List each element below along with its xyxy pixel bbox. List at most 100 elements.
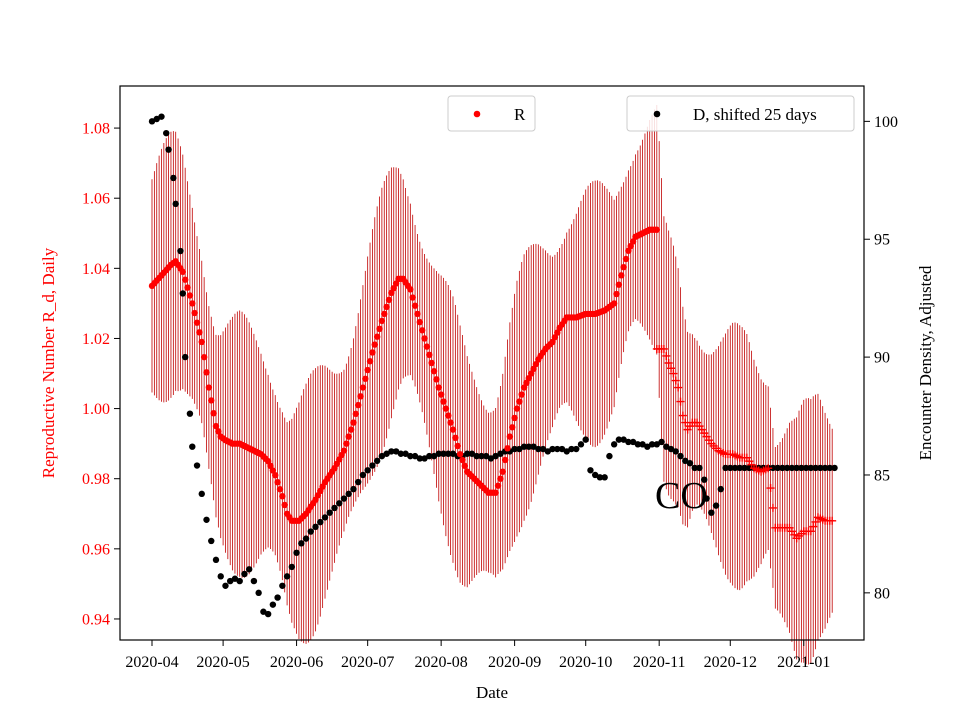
d-point — [340, 495, 348, 502]
r-point — [430, 367, 438, 375]
d-point — [554, 445, 561, 453]
d-point — [430, 452, 438, 460]
r-point — [622, 255, 630, 263]
r-plus-point — [667, 364, 676, 373]
d-point — [722, 464, 729, 472]
r-point — [272, 472, 279, 479]
d-point — [359, 471, 367, 479]
d-point — [397, 450, 405, 457]
d-point — [177, 247, 184, 255]
r-point — [409, 294, 416, 301]
r-point — [196, 329, 203, 336]
d-point — [236, 577, 243, 585]
x-axis-ticks: 2020-04 2020-05 2020-06 2020-07 2020-08 2020-… — [125, 640, 830, 671]
d-point — [255, 589, 262, 597]
d-point — [591, 471, 599, 479]
r-point — [208, 397, 215, 404]
d-point — [317, 518, 324, 526]
left-y-axis-title: Reproductive Number R_d, Daily — [39, 247, 58, 478]
d-point — [269, 601, 277, 608]
r-point — [381, 310, 388, 318]
legend-r-marker — [473, 110, 481, 118]
r-point — [200, 353, 208, 361]
d-point — [691, 464, 698, 472]
d-point — [812, 464, 819, 472]
r-point — [357, 393, 364, 400]
right-y-tick-label: 100 — [874, 114, 898, 131]
d-point — [181, 353, 189, 361]
r-point — [506, 433, 514, 440]
d-point — [212, 556, 220, 564]
r-point — [274, 479, 281, 486]
left-y-tick-label: 0.98 — [82, 471, 110, 488]
d-point — [198, 490, 205, 498]
left-y-tick-label: 1.04 — [82, 261, 110, 278]
d-point — [807, 464, 815, 472]
d-point — [667, 445, 675, 453]
r-point — [513, 405, 521, 412]
d-point — [701, 476, 708, 483]
d-point — [511, 445, 518, 453]
r-point — [203, 369, 210, 376]
d-point — [717, 485, 724, 493]
d-point — [231, 575, 239, 582]
d-point — [208, 537, 215, 545]
d-point — [544, 448, 551, 455]
r-plus-point — [766, 484, 775, 493]
right-y-axis-title: Encounter Density, Adjusted — [916, 265, 935, 460]
x-tick-label: 2020-05 — [196, 654, 249, 671]
r-point — [371, 341, 378, 348]
r-series-plus-markers — [652, 344, 837, 543]
d-point — [610, 441, 618, 448]
d-point — [378, 452, 386, 460]
legend-d: D, shifted 25 days — [626, 95, 855, 132]
d-point — [293, 549, 300, 556]
d-point — [625, 438, 632, 446]
d-point — [189, 443, 196, 450]
r-point — [454, 442, 461, 450]
r-point — [613, 290, 620, 298]
d-point — [227, 577, 234, 585]
d-point — [769, 464, 777, 472]
left-y-tick-label: 0.96 — [82, 541, 110, 558]
d-point — [153, 115, 160, 123]
d-point — [672, 448, 679, 455]
r-point — [359, 384, 367, 391]
r-point — [449, 426, 457, 433]
d-point — [731, 464, 739, 472]
d-point — [283, 573, 291, 580]
d-point — [788, 464, 796, 472]
r-point — [620, 263, 627, 271]
r-point — [416, 318, 424, 326]
d-point — [203, 516, 210, 523]
r-point — [437, 391, 445, 398]
r-plus-point — [659, 344, 668, 353]
left-y-tick-label: 1.08 — [82, 121, 110, 138]
r-point — [366, 358, 374, 365]
d-point — [288, 563, 296, 571]
r-point — [494, 482, 502, 489]
legend-d-box — [626, 95, 855, 132]
r-point — [179, 268, 187, 276]
d-point — [779, 464, 786, 472]
r-point — [205, 384, 213, 391]
d-point — [492, 452, 499, 460]
d-point — [274, 594, 281, 601]
r-point — [193, 319, 201, 326]
d-point — [468, 450, 476, 457]
left-y-tick-label: 0.94 — [82, 611, 110, 628]
d-series-points — [148, 113, 838, 618]
r-point — [181, 276, 189, 283]
r-point — [350, 419, 357, 426]
r-point — [378, 317, 386, 325]
d-point — [388, 448, 395, 455]
d-point — [539, 445, 547, 453]
x-tick-label: 2021-01 — [777, 654, 830, 671]
d-point — [179, 290, 187, 297]
r-point — [461, 462, 469, 470]
r-point — [440, 398, 447, 405]
d-point — [620, 436, 627, 443]
d-point — [222, 582, 229, 589]
d-point — [831, 464, 838, 472]
